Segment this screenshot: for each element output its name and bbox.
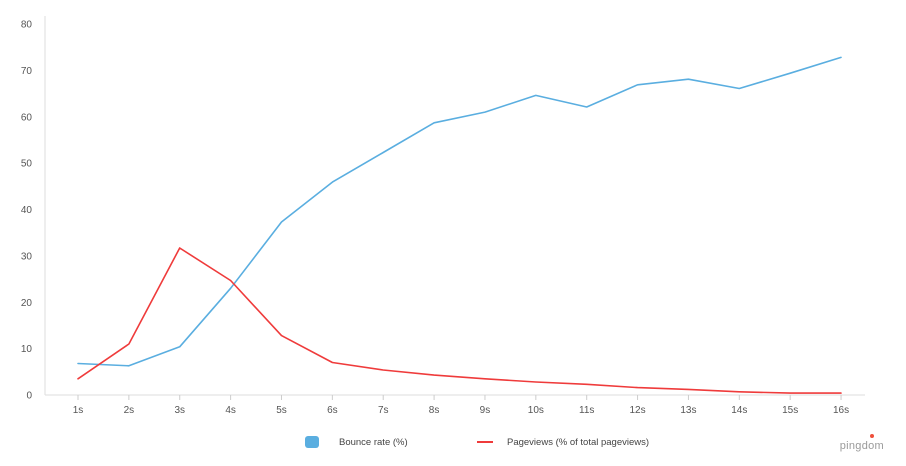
legend-item-bounce-rate: Bounce rate (%) [305,432,408,452]
brand-logo: pingdom [839,434,884,452]
y-axis-ticks: 0 10 20 30 40 50 60 70 80 [21,20,33,402]
chart-axes [44,16,865,396]
y-tick-label: 60 [21,112,33,123]
x-tick-label: 1s [73,405,84,416]
x-tick-label: 14s [731,405,747,416]
x-tick-label: 4s [225,405,236,416]
y-tick-label: 80 [21,20,33,31]
x-tick-label: 11s [579,405,594,416]
legend-swatch-pageviews [477,441,493,443]
y-tick-label: 30 [21,251,33,262]
x-tick-label: 16s [833,405,849,416]
x-tick-label: 6s [327,405,338,416]
x-tick-label: 5s [276,405,287,416]
x-tick-label: 13s [680,405,696,416]
brand-dot-icon [870,434,874,438]
x-tick-label: 2s [124,405,135,416]
x-tick-label: 15s [782,405,798,416]
x-tick-label: 8s [429,405,440,416]
y-tick-label: 70 [21,66,33,77]
legend-item-pageviews: Pageviews (% of total pageviews) [477,432,649,452]
y-tick-label: 0 [26,391,32,402]
chart-series [77,56,842,394]
x-tick-label: 7s [378,405,389,416]
y-tick-label: 10 [21,344,33,355]
legend-label-pageviews: Pageviews (% of total pageviews) [507,436,650,448]
legend-swatch-bounce-rate [305,436,319,448]
x-tick-label: 10s [528,405,544,416]
legend-label-bounce-rate: Bounce rate (%) [339,436,408,448]
series-line-pageviews [77,247,842,394]
x-tick-label: 9s [480,405,491,416]
x-axis-ticks: 1s 2s 3s 4s 5s 6s 7s 8s 9s 10s 11s 12s 13s 14s 15s 16s [73,395,849,416]
x-tick-label: 12s [630,405,646,416]
brand-name: pingdom [839,440,884,452]
y-tick-label: 20 [21,298,33,309]
series-line-bounce-rate [77,56,842,367]
x-tick-label: 3s [174,405,185,416]
y-tick-label: 50 [21,159,33,170]
y-tick-label: 40 [21,205,33,216]
